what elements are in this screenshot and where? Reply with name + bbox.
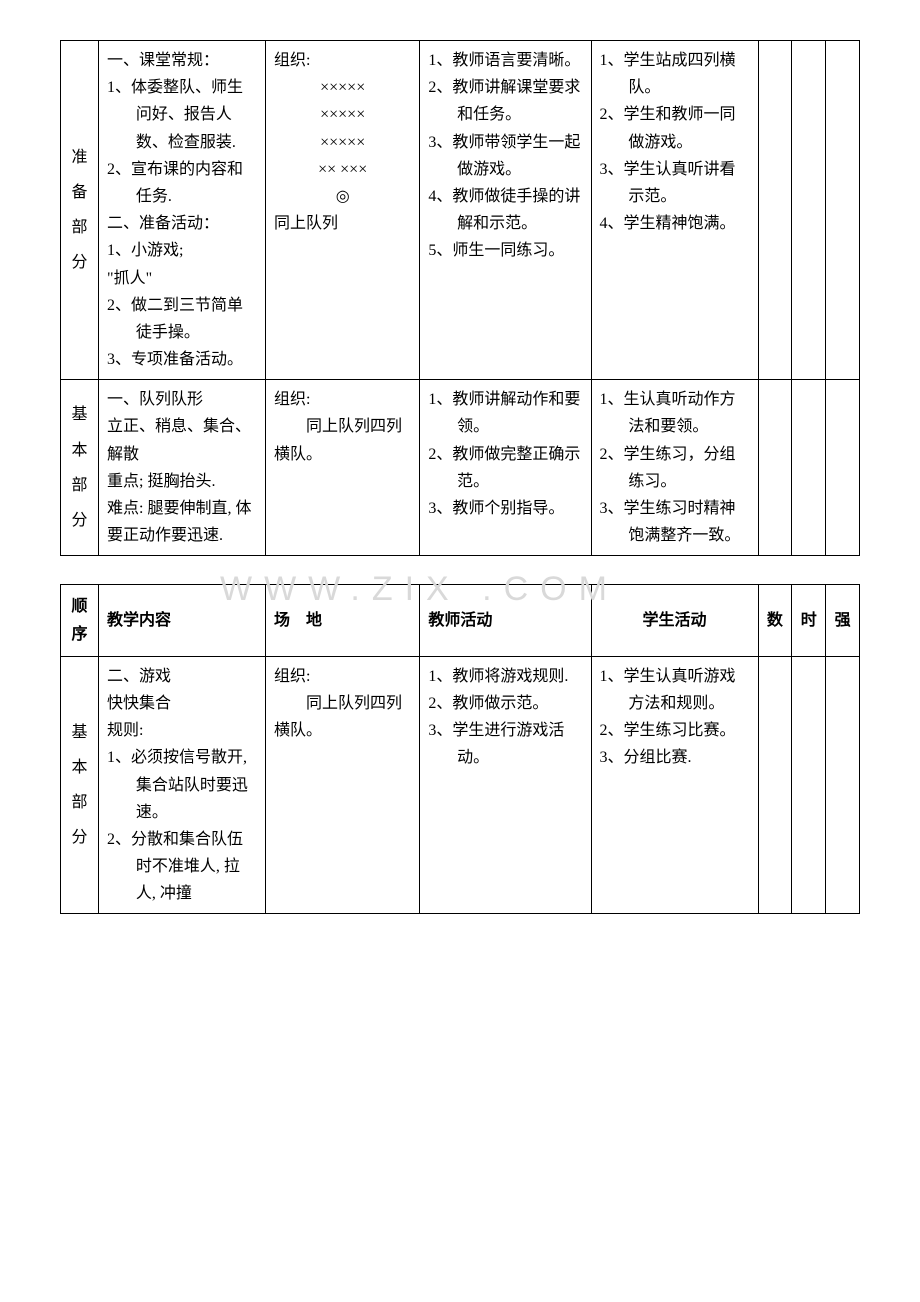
cell-content: 二、游戏快快集合规则:1、必须按信号散开, 集合站队时要迅速。2、分散和集合队伍… [99,656,266,914]
cell-count [758,656,792,914]
cell-teacher: 1、教师将游戏规则.2、教师做示范。3、学生进行游戏活动。 [420,656,591,914]
cell-field: 组织: 同上队列四列横队。 [266,656,420,914]
section-label: 准备部分 [61,41,99,380]
section-label: 基本部分 [61,380,99,556]
cell-teacher: 1、教师讲解动作和要领。2、教师做完整正确示范。3、教师个别指导。 [420,380,591,556]
col-header-time: 时 [792,585,826,656]
section-label: 基本部分 [61,656,99,914]
cell-intensity [826,380,860,556]
cell-time [792,380,826,556]
cell-time [792,41,826,380]
cell-intensity [826,41,860,380]
cell-count [758,41,792,380]
table-header-row: 顺序 教学内容 场 地 教师活动 学生活动 数 时 强 [61,585,860,656]
lesson-table-2: 顺序 教学内容 场 地 教师活动 学生活动 数 时 强 基本部分二、游戏快快集合… [60,584,860,914]
col-header-content: 教学内容 [99,585,266,656]
cell-count [758,380,792,556]
col-header-teacher: 教师活动 [420,585,591,656]
cell-student: 1、学生认真听游戏方法和规则。2、学生练习比赛。3、分组比赛. [591,656,758,914]
table-row: 基本部分二、游戏快快集合规则:1、必须按信号散开, 集合站队时要迅速。2、分散和… [61,656,860,914]
cell-content: 一、课堂常规：1、体委整队、师生问好、报告人数、检查服装.2、宣布课的内容和任务… [99,41,266,380]
lesson-table-1: 准备部分一、课堂常规：1、体委整队、师生问好、报告人数、检查服装.2、宣布课的内… [60,40,860,556]
cell-intensity [826,656,860,914]
col-header-field: 场 地 [266,585,420,656]
col-header-count: 数 [758,585,792,656]
cell-student: 1、生认真听动作方法和要领。2、学生练习，分组练习。3、学生练习时精神饱满整齐一… [591,380,758,556]
cell-field: 组织: 同上队列四列横队。 [266,380,420,556]
cell-student: 1、学生站成四列横队。2、学生和教师一同做游戏。3、学生认真听讲看示范。4、学生… [591,41,758,380]
table-row: 准备部分一、课堂常规：1、体委整队、师生问好、报告人数、检查服装.2、宣布课的内… [61,41,860,380]
cell-field: 组织:××××××××××××××××× ×××◎同上队列 [266,41,420,380]
col-header-intensity: 强 [826,585,860,656]
col-header-seq: 顺序 [61,585,99,656]
cell-time [792,656,826,914]
cell-content: 一、队列队形立正、稍息、集合、解散重点; 挺胸抬头.难点: 腿要伸制直, 体要正… [99,380,266,556]
cell-teacher: 1、教师语言要清晰。2、教师讲解课堂要求和任务。3、教师带领学生一起做游戏。4、… [420,41,591,380]
col-header-student: 学生活动 [591,585,758,656]
table-row: 基本部分一、队列队形立正、稍息、集合、解散重点; 挺胸抬头.难点: 腿要伸制直,… [61,380,860,556]
